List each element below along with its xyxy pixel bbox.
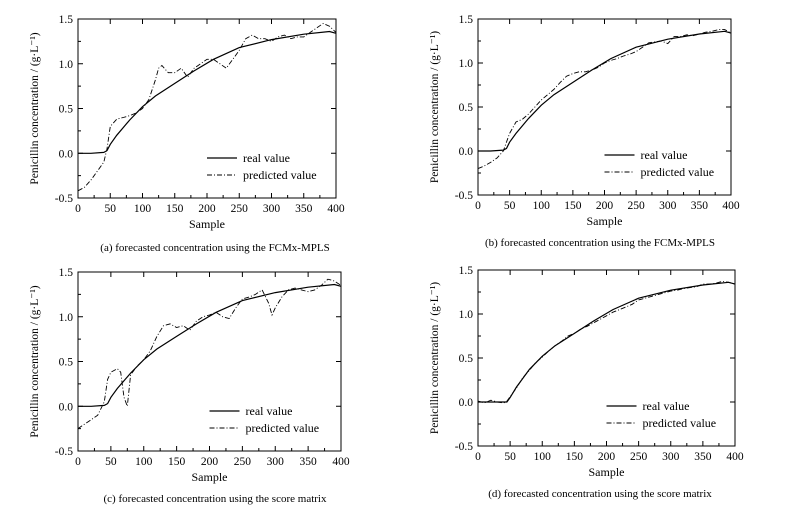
y-tick-label: -0.5	[55, 446, 73, 458]
x-tick-label: 150	[166, 203, 184, 215]
chart-caption: (d) forecasted concentration using the s…	[488, 488, 712, 500]
x-tick-label: 400	[726, 451, 744, 463]
y-tick-label: -0.5	[55, 193, 73, 205]
y-tick-label: 1.0	[459, 309, 474, 321]
x-tick-label: 250	[231, 203, 249, 215]
y-axis-label: Penicillin concentration / (g·L⁻¹)	[29, 32, 41, 184]
x-axis-label: Sample	[192, 470, 228, 484]
legend-label: predicted value	[641, 165, 715, 179]
y-axis-label: Penicillin concentration / (g·L⁻¹)	[429, 282, 441, 434]
chart-panel: 0 50 100 150 200 250 300 350 400 -0.5 0.0 0.5 1.0 1.5…	[429, 14, 740, 249]
y-tick-label: 1.5	[59, 267, 74, 279]
y-tick-label: 1.0	[59, 312, 74, 324]
x-tick-label: 200	[598, 451, 616, 463]
y-tick-label: -0.5	[455, 190, 473, 202]
chart-panel: 0 50 100 150 200 250 300 350 400 -0.5 0.0 0.5 1.0 1.5…	[429, 265, 744, 500]
x-tick-label: 200	[198, 203, 216, 215]
x-tick-label: 50	[504, 451, 516, 463]
legend-label: real value	[243, 151, 290, 165]
x-axis-label: Sample	[589, 465, 625, 479]
x-tick-label: 200	[201, 456, 219, 468]
legend-label: real value	[246, 404, 293, 418]
x-tick-label: 50	[504, 200, 516, 212]
x-tick-label: 0	[75, 203, 81, 215]
y-tick-label: 1.5	[59, 14, 74, 26]
y-tick-label: 0.5	[459, 102, 474, 114]
x-tick-label: 150	[564, 200, 582, 212]
x-tick-label: 100	[135, 456, 153, 468]
y-tick-label: 0.0	[59, 401, 74, 413]
y-tick-label: 0.0	[459, 397, 474, 409]
y-tick-label: 1.5	[459, 14, 474, 26]
x-tick-label: 400	[332, 456, 350, 468]
y-tick-label: 0.0	[459, 146, 474, 158]
x-tick-label: 350	[300, 456, 318, 468]
x-tick-label: 50	[105, 203, 117, 215]
y-tick-label: -0.5	[455, 441, 473, 453]
x-tick-label: 150	[168, 456, 186, 468]
legend-label: real value	[641, 148, 688, 162]
x-tick-label: 350	[694, 451, 712, 463]
x-tick-label: 250	[234, 456, 252, 468]
series-line-predicted-value	[477, 280, 736, 404]
y-tick-label: 1.5	[459, 265, 474, 277]
legend-label: predicted value	[246, 421, 320, 435]
legend-label: predicted value	[243, 168, 317, 182]
series-line-real-value	[478, 281, 736, 403]
x-tick-label: 350	[691, 200, 709, 212]
chart-panel: 0 50 100 150 200 250 300 350 400 -0.5 0.0 0.5 1.0 1.5…	[29, 14, 345, 254]
x-tick-label: 400	[327, 203, 345, 215]
legend-label: predicted value	[643, 416, 717, 430]
y-tick-label: 0.0	[59, 148, 74, 160]
y-tick-label: 0.5	[59, 104, 74, 116]
series-line-predicted-value	[77, 278, 342, 429]
series-line-real-value	[78, 30, 337, 154]
y-axis-label: Penicillin concentration / (g·L⁻¹)	[29, 285, 41, 437]
y-tick-label: 0.5	[459, 353, 474, 365]
x-tick-label: 200	[596, 200, 614, 212]
series-line-predicted-value	[77, 22, 337, 192]
chart-caption: (b) forecasted concentration using the F…	[485, 237, 715, 249]
y-tick-label: 1.0	[459, 58, 474, 70]
x-tick-label: 300	[659, 200, 677, 212]
x-tick-label: 0	[475, 200, 481, 212]
legend-label: real value	[643, 399, 690, 413]
x-tick-label: 50	[105, 456, 117, 468]
series-line-real-value	[478, 30, 732, 152]
y-tick-label: 1.0	[59, 59, 74, 71]
chart-caption: (a) forecasted concentration using the F…	[100, 242, 329, 254]
y-tick-label: 0.5	[59, 357, 74, 369]
series-line-real-value	[78, 283, 342, 407]
y-axis-label: Penicillin concentration / (g·L⁻¹)	[429, 31, 441, 183]
x-tick-label: 100	[533, 200, 551, 212]
x-axis-label: Sample	[189, 217, 225, 231]
x-tick-label: 0	[475, 451, 481, 463]
x-tick-label: 300	[267, 456, 285, 468]
x-tick-label: 0	[75, 456, 81, 468]
x-tick-label: 100	[134, 203, 152, 215]
x-tick-label: 400	[722, 200, 740, 212]
x-tick-label: 350	[295, 203, 313, 215]
x-tick-label: 100	[534, 451, 552, 463]
chart-panel: 0 50 100 150 200 250 300 350 400 -0.5 0.0 0.5 1.0 1.5…	[29, 267, 350, 505]
series-line-predicted-value	[477, 29, 732, 170]
x-tick-label: 300	[263, 203, 281, 215]
x-tick-label: 250	[628, 200, 646, 212]
x-tick-label: 300	[662, 451, 680, 463]
chart-caption: (c) forecasted concentration using the s…	[104, 493, 327, 505]
x-tick-label: 250	[630, 451, 648, 463]
x-tick-label: 150	[566, 451, 584, 463]
x-axis-label: Sample	[587, 214, 623, 228]
